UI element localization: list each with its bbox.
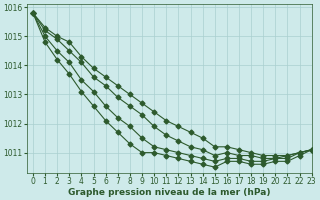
- X-axis label: Graphe pression niveau de la mer (hPa): Graphe pression niveau de la mer (hPa): [68, 188, 270, 197]
